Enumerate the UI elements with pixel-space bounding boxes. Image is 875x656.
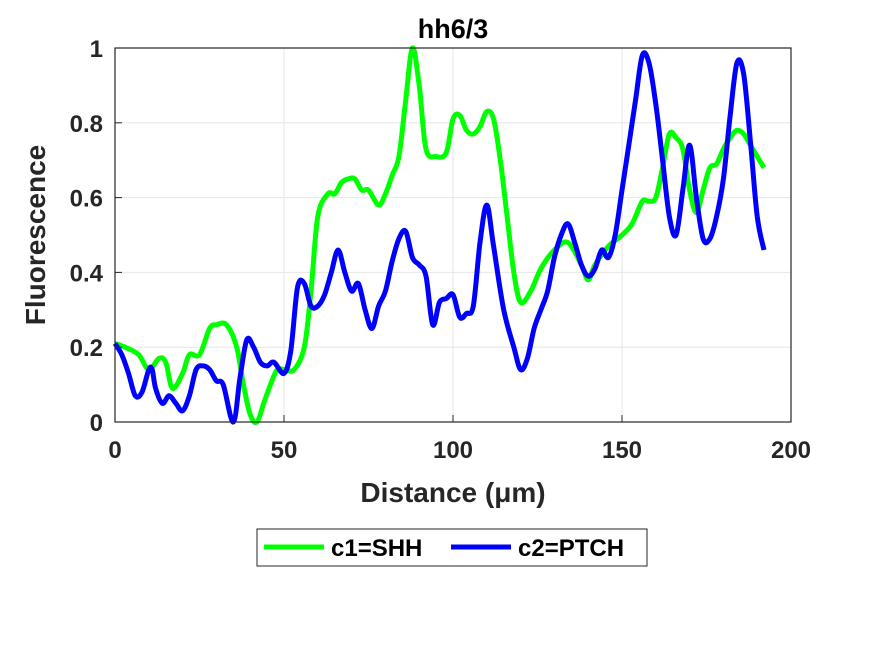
x-tick-label: 0 bbox=[108, 437, 121, 464]
legend: c1=SHH c2=PTCH bbox=[256, 528, 648, 567]
series-lines bbox=[112, 45, 767, 426]
x-tick-label: 200 bbox=[771, 437, 811, 464]
y-tick-label: 1 bbox=[90, 36, 103, 63]
y-tick-label: 0.6 bbox=[70, 186, 103, 213]
legend-label-ptch: c2=PTCH bbox=[518, 535, 624, 562]
legend-label-shh: c1=SHH bbox=[331, 535, 422, 562]
y-tick-label: 0.2 bbox=[70, 335, 103, 362]
y-tick-label: 0.4 bbox=[70, 260, 104, 287]
y-axis-title: Fluorescence bbox=[20, 145, 51, 326]
x-tick-label: 50 bbox=[271, 437, 298, 464]
y-tick-label: 0.8 bbox=[70, 111, 103, 138]
chart-title: hh6/3 bbox=[418, 14, 489, 44]
axis-ticks: 0 50 100 150 200 0 0.2 0.4 0.6 0.8 1 bbox=[70, 36, 811, 464]
x-tick-label: 150 bbox=[602, 437, 642, 464]
x-tick-label: 100 bbox=[433, 437, 473, 464]
x-axis-title: Distance (μm) bbox=[360, 477, 545, 508]
series-line-ptch bbox=[112, 50, 767, 425]
y-tick-label: 0 bbox=[90, 410, 103, 437]
